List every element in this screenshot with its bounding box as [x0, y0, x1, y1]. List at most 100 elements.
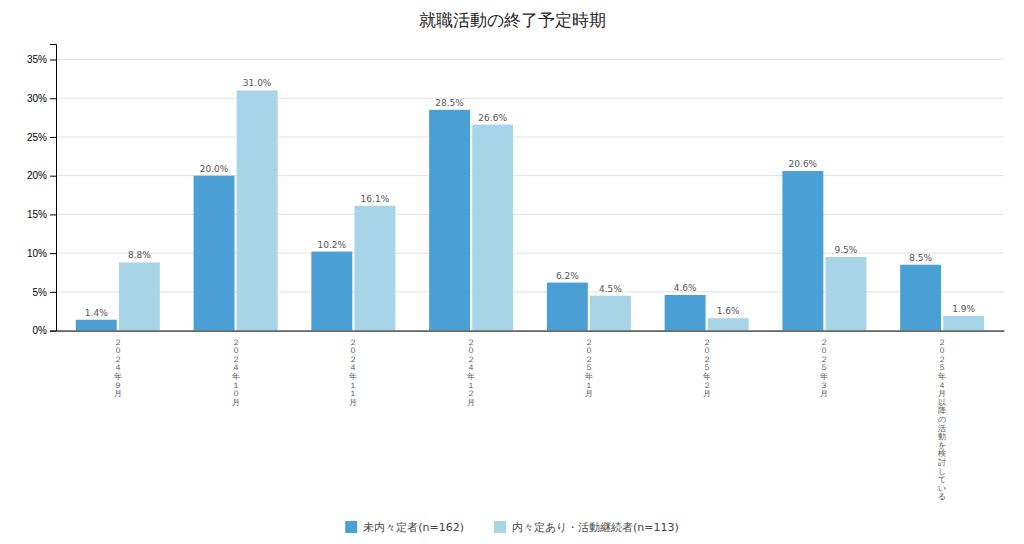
- y-tick-label: 5%: [33, 287, 48, 298]
- data-label: 31.0%: [243, 78, 272, 88]
- legend-swatch: [345, 521, 357, 533]
- y-tick-mark: [50, 137, 56, 138]
- bar: [943, 316, 984, 331]
- y-tick-label: 35%: [27, 54, 47, 65]
- data-labels: 1.4%20.0%10.2%28.5%6.2%4.6%20.6%8.5%8.8%…: [85, 78, 976, 317]
- bar-series: [76, 110, 941, 331]
- x-tick-label-line: 月: [114, 389, 122, 398]
- x-tick-label: ２０２４年９月: [114, 338, 122, 399]
- y-tick: 20%: [27, 170, 56, 181]
- x-tick: ２０２４年１２月: [467, 331, 475, 407]
- data-label: 1.9%: [952, 304, 975, 314]
- bar: [354, 206, 395, 331]
- y-axis: 0% 5% 10% 15% 20% 25% 30% 35%: [27, 45, 57, 337]
- data-label: 20.6%: [789, 159, 818, 169]
- x-tick-label-line: る: [938, 492, 946, 501]
- bar: [590, 296, 631, 331]
- y-tick-label: 15%: [27, 209, 47, 220]
- x-tick-label-line: 月: [820, 389, 828, 398]
- data-label: 1.4%: [85, 308, 108, 318]
- legend-item: 未内々定者(n=162): [345, 521, 464, 534]
- chart-svg: 就職活動の終了予定時期 0% 5% 10% 15% 20% 25% 30% 35% ２０２４年９月…: [0, 0, 1024, 544]
- chart-title: 就職活動の終了予定時期: [419, 10, 606, 30]
- bar-series: [119, 90, 984, 330]
- bar: [237, 90, 278, 330]
- data-label: 26.6%: [478, 113, 507, 123]
- y-tick-label: 20%: [27, 170, 47, 181]
- grid-line: [56, 59, 1004, 60]
- data-label-series: 1.4% 20.0% 10.2% 28.5% 6.2% 4.6% 20.6% 8.5%: [85, 98, 933, 318]
- x-tick-label-line: 月: [467, 398, 475, 407]
- x-tick-label: ２０２４年１０月: [232, 338, 240, 407]
- x-tick-label-line: 月: [703, 389, 711, 398]
- data-label: 28.5%: [435, 98, 464, 108]
- y-tick: 5%: [33, 287, 56, 298]
- data-label: 4.6%: [674, 283, 697, 293]
- plot: 0%5%10%15%20%25%30%35%２０２４年９月２０２４年１０月２０２…: [27, 45, 1005, 502]
- bar: [472, 125, 513, 331]
- y-tick-mark: [50, 214, 56, 215]
- data-label: 16.1%: [361, 194, 390, 204]
- legend: 未内々定者(n=162) 内々定あり・活動継続者(n=113): [345, 521, 679, 534]
- bar: [429, 110, 470, 331]
- y-tick: 35%: [27, 54, 56, 65]
- x-tick: ２０２４年９月: [114, 331, 122, 399]
- grid-line: [56, 98, 1004, 99]
- legend-swatch: [494, 521, 506, 533]
- bar: [825, 257, 866, 331]
- bar: [547, 283, 588, 331]
- y-tick: 30%: [27, 93, 56, 104]
- y-tick-mark: [50, 98, 56, 99]
- legend-label: 未内々定者(n=162): [363, 521, 464, 534]
- y-tick-label: 30%: [27, 93, 47, 104]
- x-tick: ２０２５年２月: [703, 331, 711, 399]
- bar: [708, 318, 749, 330]
- data-label-series: 8.8% 31.0% 16.1% 26.6% 4.5% 1.6% 9.5% 1.9%: [128, 78, 976, 316]
- data-label: 8.5%: [909, 253, 932, 263]
- bar: [194, 176, 235, 331]
- data-label: 1.6%: [717, 306, 740, 316]
- x-tick-label: ２０２５年１月: [585, 338, 593, 399]
- y-tick-mark: [50, 331, 56, 332]
- y-tick-mark: [50, 59, 56, 60]
- bar: [900, 265, 941, 331]
- legend-label: 内々定あり・活動継続者(n=113): [512, 521, 679, 534]
- y-tick: 10%: [27, 248, 56, 259]
- x-axis: ２０２４年９月 ２０２４年１０月 ２０２４年１１月 ２０２４年１２月 ２０２５年１月 ２０…: [57, 331, 1005, 502]
- data-label: 8.8%: [128, 250, 151, 260]
- x-tick-label-line: 月: [232, 398, 240, 407]
- data-label: 4.5%: [599, 284, 622, 294]
- x-tick-label: ２０２４年１２月: [467, 338, 475, 407]
- x-axis-line: [57, 331, 1005, 332]
- x-tick-label: ２０２５年３月: [820, 338, 828, 399]
- bar: [119, 262, 160, 330]
- y-tick-mark: [50, 292, 56, 293]
- x-tick-label: ２０２５年２月: [703, 338, 711, 399]
- x-tick: ２０２５年１月: [585, 331, 593, 399]
- bars: [76, 90, 984, 330]
- data-label: 9.5%: [835, 245, 858, 255]
- bar: [665, 295, 706, 331]
- x-tick-label: ２０２５年４月以降の活動を検討している: [938, 338, 946, 502]
- x-tick: ２０２５年３月: [820, 331, 828, 399]
- x-tick: ２０２４年１１月: [349, 331, 357, 407]
- data-label: 6.2%: [556, 271, 579, 281]
- y-tick: 15%: [27, 209, 56, 220]
- bar: [76, 320, 117, 331]
- y-tick-mark: [50, 176, 56, 177]
- x-tick-label-line: 月: [349, 398, 357, 407]
- x-tick: ２０２５年４月以降の活動を検討している: [938, 331, 946, 502]
- x-tick: ２０２４年１０月: [232, 331, 240, 407]
- data-label: 20.0%: [200, 164, 229, 174]
- y-axis-line: [50, 45, 57, 332]
- x-tick-label: ２０２４年１１月: [349, 338, 357, 407]
- grid-line: [56, 136, 1004, 137]
- bar: [782, 171, 823, 331]
- y-tick-mark: [50, 253, 56, 254]
- bar: [311, 252, 352, 331]
- data-label: 10.2%: [318, 240, 347, 250]
- grid: [56, 59, 1004, 330]
- y-tick: 25%: [27, 132, 56, 143]
- y-tick-label: 10%: [27, 248, 47, 259]
- y-tick: 0%: [33, 325, 56, 336]
